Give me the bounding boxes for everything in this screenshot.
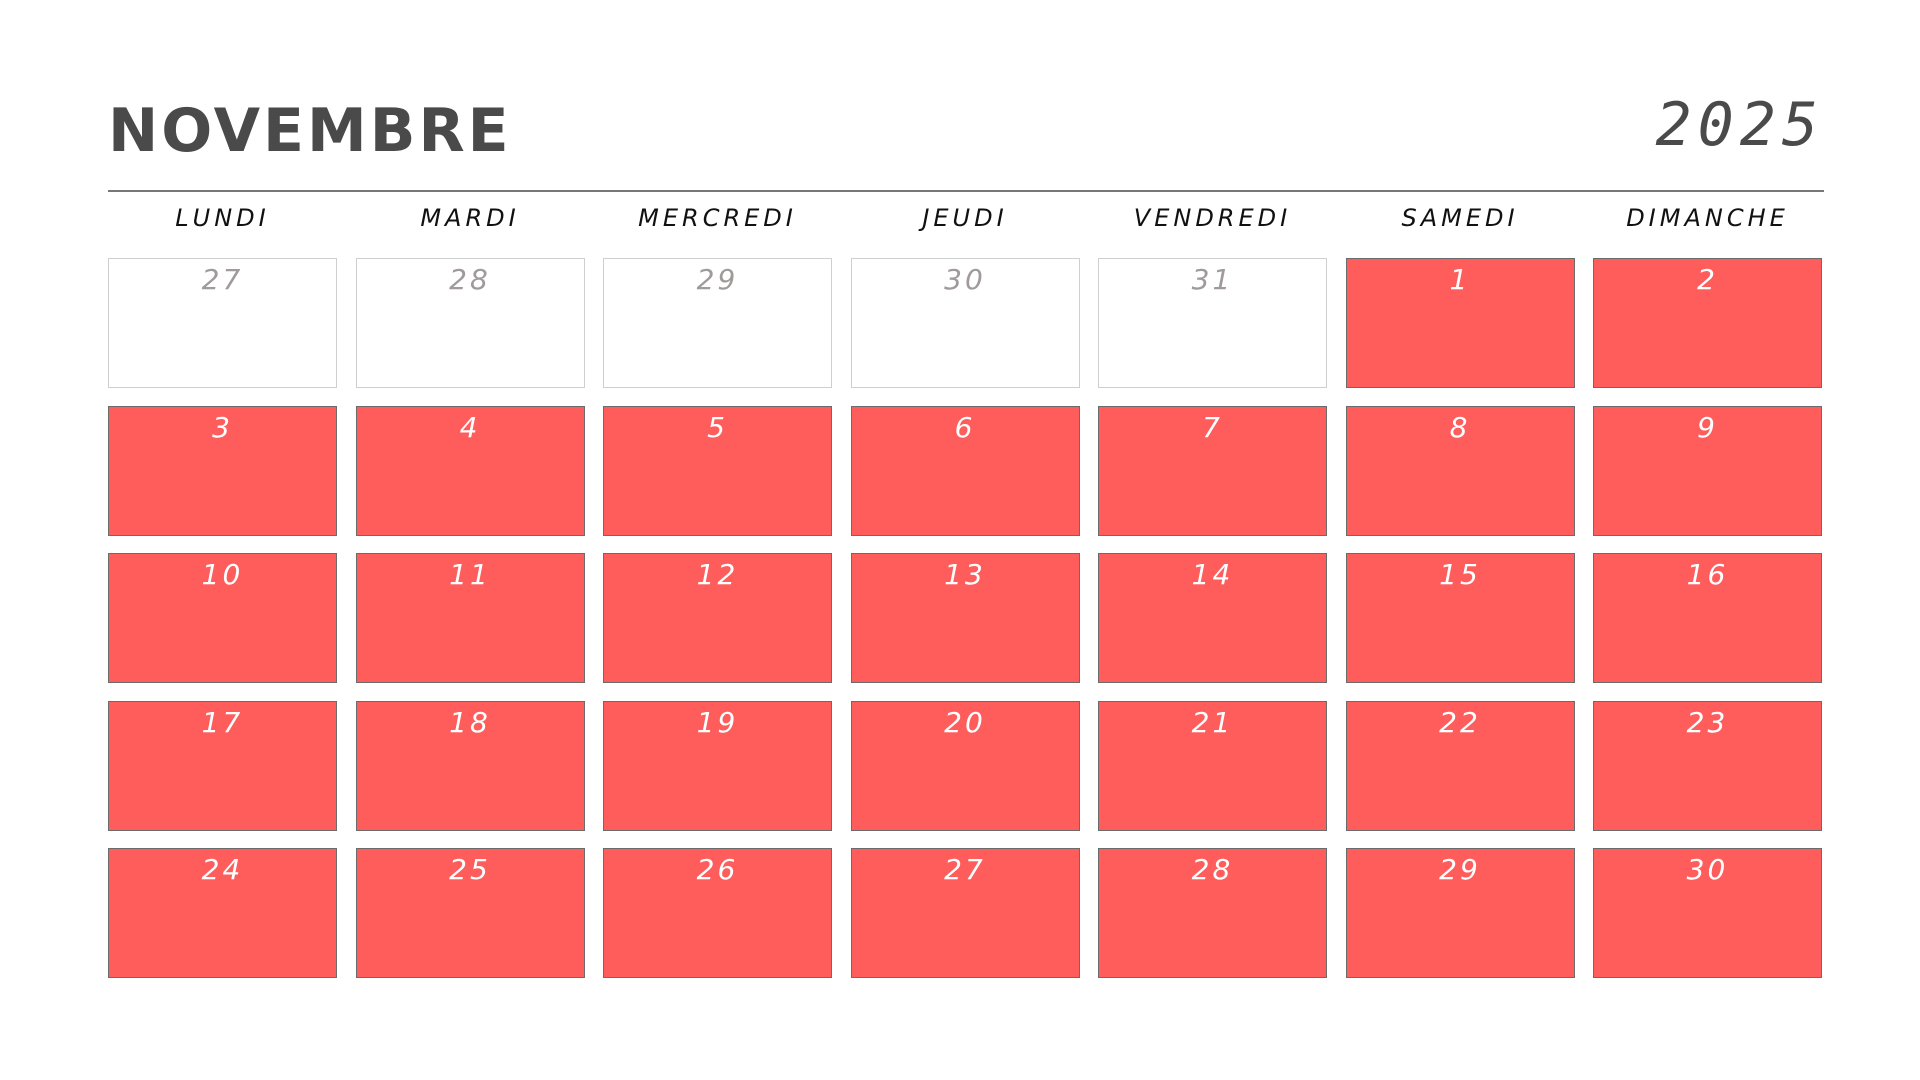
day-cell-outside-month[interactable]: 29 bbox=[603, 258, 832, 388]
day-number: 20 bbox=[944, 705, 986, 739]
day-number: 2 bbox=[1697, 263, 1718, 296]
day-cell[interactable]: 18 bbox=[355, 700, 585, 831]
day-number: 4 bbox=[459, 410, 481, 444]
weekday-label: MARDI bbox=[420, 204, 520, 232]
day-cell[interactable]: 26 bbox=[603, 848, 832, 978]
day-cell-outside-month[interactable]: 31 bbox=[1098, 258, 1327, 388]
day-cell[interactable]: 24 bbox=[108, 848, 337, 978]
day-cell-outside-month[interactable]: 30 bbox=[850, 258, 1080, 388]
weekday-row: LUNDI MARDI MERCREDI JEUDI VENDREDI SAME… bbox=[108, 196, 1824, 244]
day-cell[interactable]: 6 bbox=[850, 405, 1080, 536]
day-number: 17 bbox=[201, 705, 244, 739]
day-cell[interactable]: 15 bbox=[1345, 553, 1575, 683]
day-number: 9 bbox=[1697, 410, 1718, 444]
day-number: 11 bbox=[449, 558, 491, 591]
day-cell-outside-month[interactable]: 28 bbox=[355, 258, 585, 388]
day-number: 30 bbox=[1686, 853, 1729, 886]
weekday-label: SAMEDI bbox=[1401, 204, 1519, 232]
day-cell[interactable]: 28 bbox=[1098, 848, 1327, 978]
day-cell[interactable]: 3 bbox=[108, 405, 337, 536]
day-cell[interactable]: 29 bbox=[1345, 848, 1575, 978]
day-cell[interactable]: 20 bbox=[850, 700, 1080, 831]
weekday-label: VENDREDI bbox=[1133, 204, 1292, 232]
day-number: 18 bbox=[449, 705, 491, 739]
day-number: 21 bbox=[1191, 705, 1234, 739]
day-number: 13 bbox=[944, 558, 986, 591]
day-number: 5 bbox=[707, 410, 728, 444]
day-number: 27 bbox=[944, 853, 986, 886]
day-cell[interactable]: 12 bbox=[603, 553, 832, 683]
calendar-header: NOVEMBRE 2025 bbox=[108, 90, 1824, 190]
day-cell[interactable]: 25 bbox=[355, 848, 585, 978]
day-number: 8 bbox=[1449, 410, 1471, 444]
day-number: 19 bbox=[696, 705, 739, 739]
weekday-label: JEUDI bbox=[922, 204, 1008, 232]
day-cell[interactable]: 8 bbox=[1345, 405, 1575, 536]
day-number: 6 bbox=[954, 410, 976, 444]
day-cell[interactable]: 16 bbox=[1593, 553, 1822, 683]
day-cell-outside-month[interactable]: 27 bbox=[108, 258, 337, 388]
day-number: 3 bbox=[212, 410, 233, 444]
day-number: 22 bbox=[1439, 705, 1481, 739]
day-cell[interactable]: 10 bbox=[108, 553, 337, 683]
day-number: 26 bbox=[696, 853, 739, 886]
day-cell[interactable]: 30 bbox=[1593, 848, 1822, 978]
day-cell[interactable]: 4 bbox=[355, 405, 585, 536]
day-cell[interactable]: 23 bbox=[1593, 700, 1822, 831]
day-cell[interactable]: 14 bbox=[1098, 553, 1327, 683]
weekday-label: LUNDI bbox=[175, 204, 270, 232]
day-number: 28 bbox=[1191, 853, 1234, 886]
day-number: 24 bbox=[201, 853, 244, 886]
day-cell[interactable]: 21 bbox=[1098, 700, 1327, 831]
day-number: 29 bbox=[696, 263, 739, 296]
day-cell[interactable]: 27 bbox=[850, 848, 1080, 978]
day-number: 29 bbox=[1439, 853, 1481, 886]
day-cell[interactable]: 13 bbox=[850, 553, 1080, 683]
header-divider bbox=[108, 190, 1824, 192]
day-number: 14 bbox=[1191, 558, 1234, 591]
day-cell[interactable]: 9 bbox=[1593, 405, 1822, 536]
year-title: 2025 bbox=[1655, 90, 1824, 160]
day-cell[interactable]: 7 bbox=[1098, 405, 1327, 536]
weekday-label: DIMANCHE bbox=[1626, 204, 1789, 232]
calendar-grid: 27 28 29 30 31 1 2 3 4 5 6 7 8 9 10 11 12 13 14 15 16 17 18 19 2… bbox=[108, 258, 1824, 978]
day-cell[interactable]: 5 bbox=[603, 405, 832, 536]
day-cell[interactable]: 11 bbox=[355, 553, 585, 683]
day-number: 28 bbox=[449, 263, 491, 296]
day-cell[interactable]: 19 bbox=[603, 700, 832, 831]
day-number: 15 bbox=[1439, 558, 1481, 591]
month-title: NOVEMBRE bbox=[108, 96, 512, 166]
day-cell[interactable]: 17 bbox=[108, 700, 337, 831]
day-cell[interactable]: 2 bbox=[1593, 258, 1822, 388]
day-number: 30 bbox=[944, 263, 986, 296]
day-number: 7 bbox=[1202, 410, 1223, 444]
day-number: 16 bbox=[1686, 558, 1729, 591]
day-number: 31 bbox=[1191, 263, 1234, 296]
day-cell[interactable]: 22 bbox=[1345, 700, 1575, 831]
day-number: 12 bbox=[696, 558, 739, 591]
day-number: 23 bbox=[1686, 705, 1729, 739]
weekday-label: MERCREDI bbox=[638, 204, 797, 232]
day-number: 25 bbox=[449, 853, 491, 886]
day-number: 1 bbox=[1449, 263, 1471, 296]
day-number: 27 bbox=[201, 263, 244, 296]
day-cell[interactable]: 1 bbox=[1345, 258, 1575, 388]
day-number: 10 bbox=[201, 558, 244, 591]
